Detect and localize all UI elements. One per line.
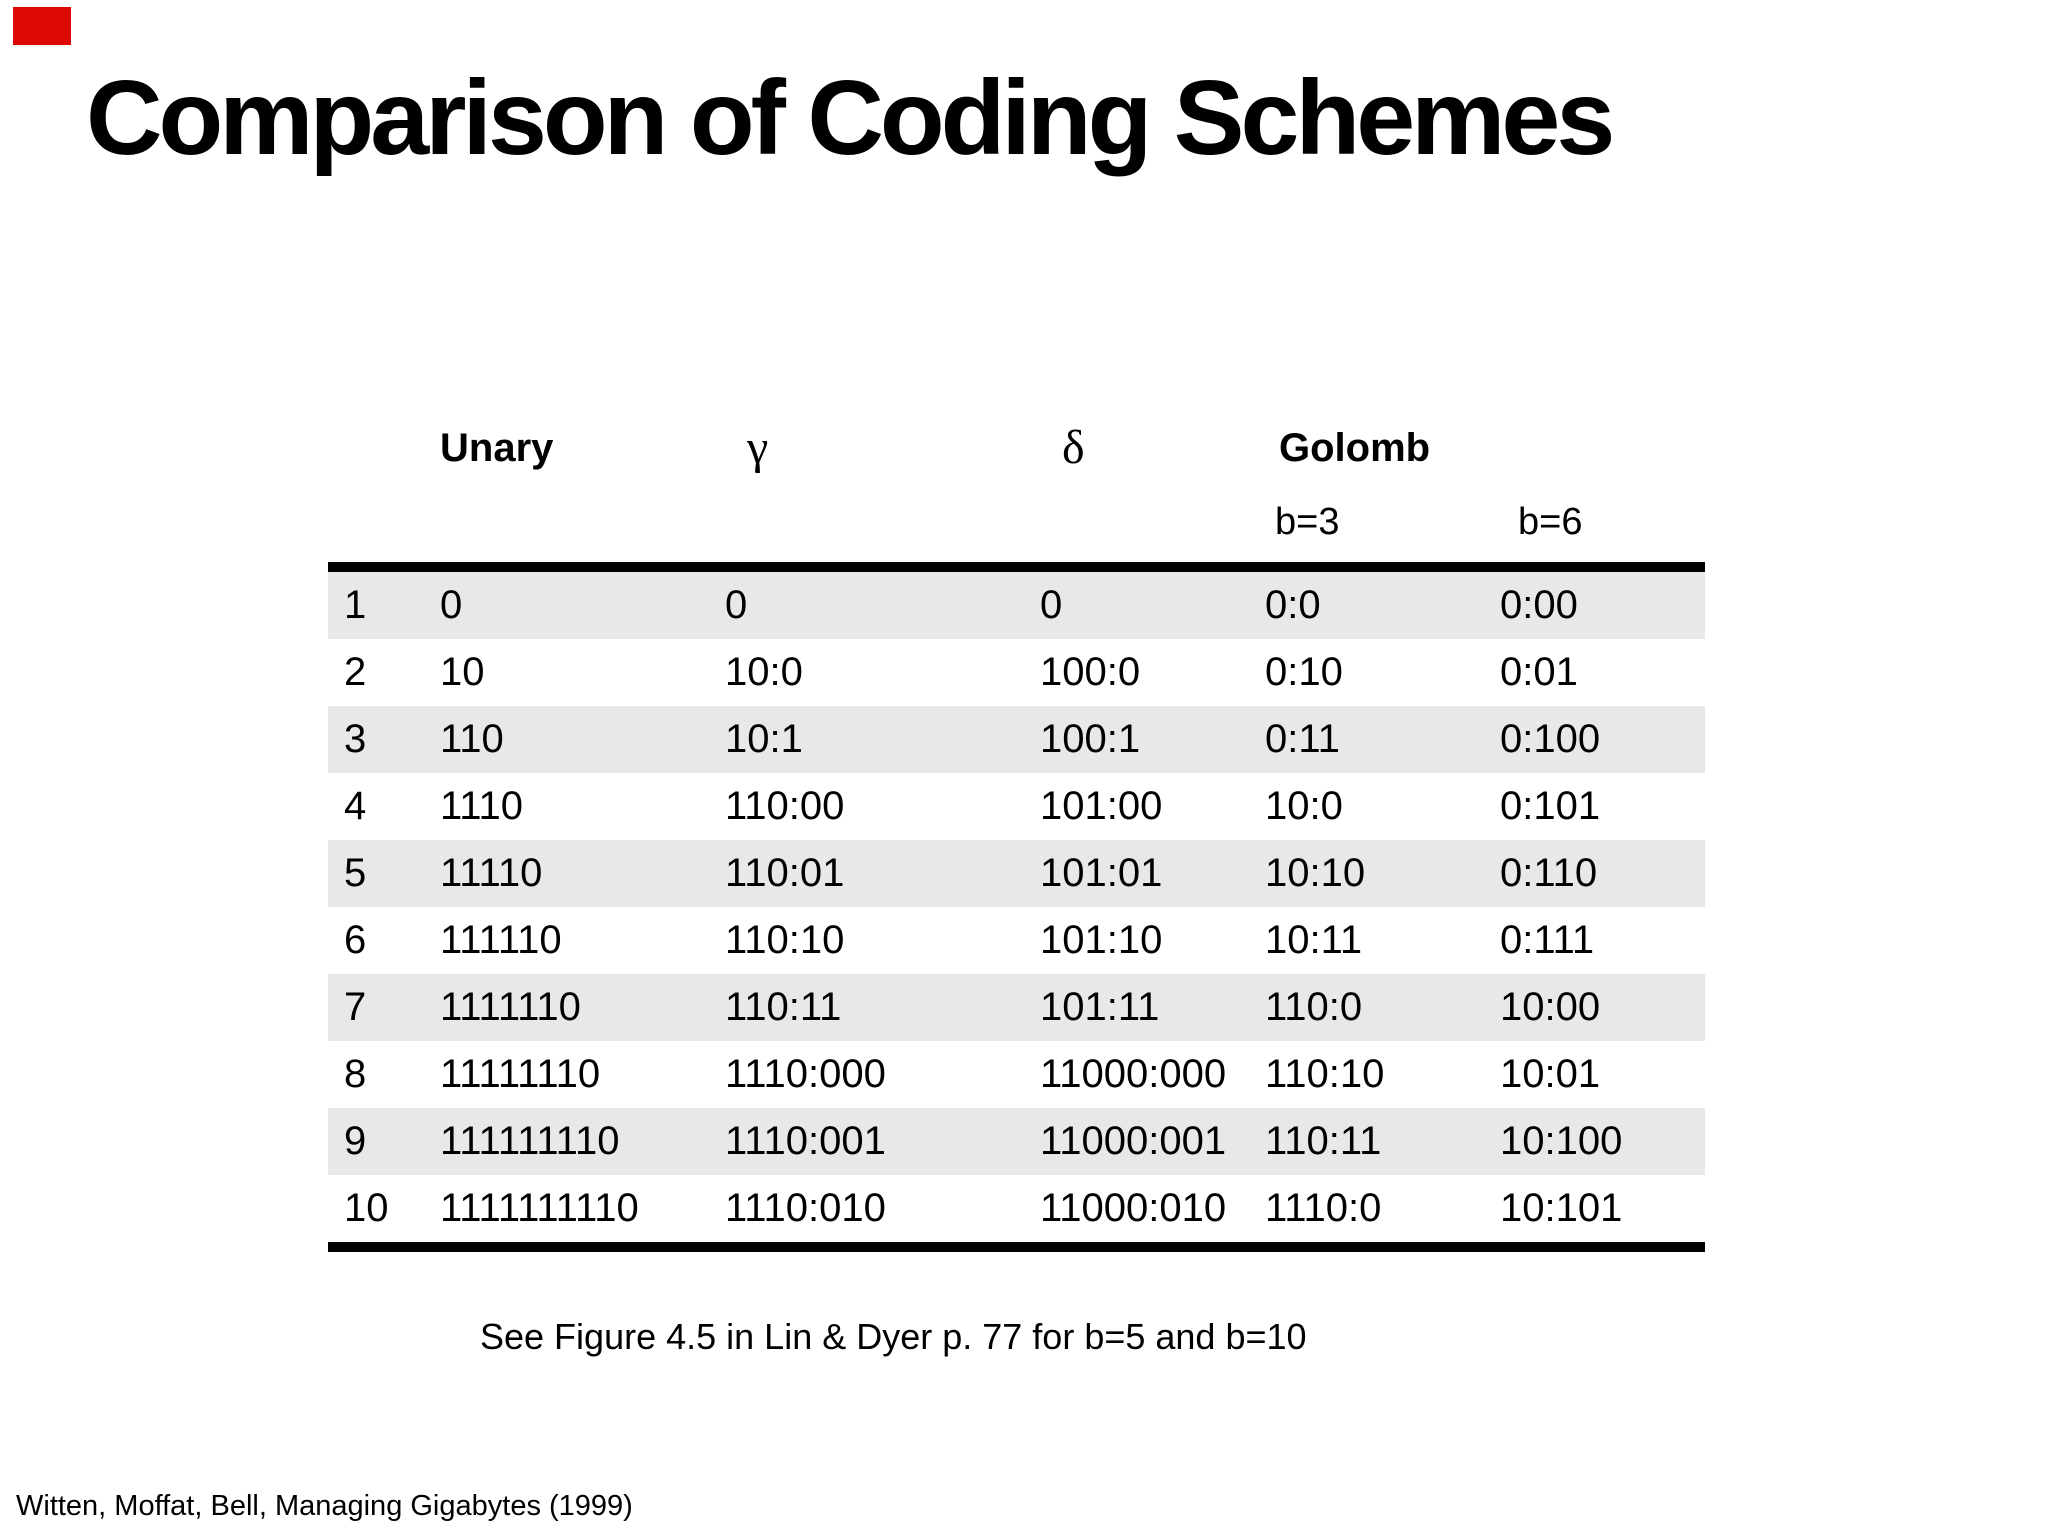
unary-code-cell: 10 (440, 650, 485, 694)
gamma-code-cell: 1110:001 (725, 1119, 886, 1163)
unary-code-cell: 111110 (440, 918, 562, 962)
row-number-cell: 1 (344, 583, 367, 627)
gamma-code-cell: 110:10 (725, 918, 845, 962)
golomb-b3-code-cell: 10:10 (1265, 851, 1366, 895)
delta-code-cell: 11000:010 (1040, 1186, 1227, 1230)
header-golomb: Golomb (1279, 426, 1431, 470)
table-header-row-1: Unary γ δ Golomb (328, 420, 1705, 476)
golomb-b6-code-cell: 0:110 (1500, 851, 1598, 895)
table-header-row-2: b=3 b=6 (328, 496, 1705, 548)
golomb-b6-code-cell: 0:111 (1500, 918, 1595, 962)
table-body: 1 0 0 0 0:0 0:00 2 10 10:0 100:0 0:10 0:… (328, 572, 1705, 1242)
delta-code-cell: 101:10 (1040, 918, 1163, 962)
golomb-b6-code-cell: 0:00 (1500, 583, 1578, 627)
golomb-b6-code-cell: 10:01 (1500, 1052, 1601, 1096)
gamma-code-cell: 110:11 (725, 985, 842, 1029)
golomb-b6-code-cell: 0:01 (1500, 650, 1578, 694)
gamma-code-cell: 1110:000 (725, 1052, 886, 1096)
unary-code-cell: 1110 (440, 784, 524, 828)
table-row: 3 110 10:1 100:1 0:11 0:100 (328, 706, 1705, 773)
table-row: 2 10 10:0 100:0 0:10 0:01 (328, 639, 1705, 706)
row-number-cell: 5 (344, 851, 367, 895)
golomb-b6-code-cell: 10:100 (1500, 1119, 1623, 1163)
delta-code-cell: 100:1 (1040, 717, 1141, 761)
row-number-cell: 9 (344, 1119, 367, 1163)
delta-code-cell: 101:01 (1040, 851, 1163, 895)
golomb-b3-code-cell: 110:11 (1265, 1119, 1382, 1163)
delta-code-cell: 101:11 (1040, 985, 1160, 1029)
figure-reference-note: See Figure 4.5 in Lin & Dyer p. 77 for b… (480, 1316, 1307, 1357)
red-corner-marker (13, 7, 71, 45)
gamma-code-cell: 110:00 (725, 784, 845, 828)
gamma-code-cell: 10:1 (725, 717, 803, 761)
header-delta: δ (1062, 421, 1085, 474)
table-row: 5 11110 110:01 101:01 10:10 0:110 (328, 840, 1705, 907)
row-number-cell: 8 (344, 1052, 367, 1096)
gamma-code-cell: 110:01 (725, 851, 845, 895)
table-row: 4 1110 110:00 101:00 10:0 0:101 (328, 773, 1705, 840)
table-row: 7 1111110 110:11 101:11 110:0 10:00 (328, 974, 1705, 1041)
table-row: 1 0 0 0 0:0 0:00 (328, 572, 1705, 639)
header-golomb-b6: b=6 (1518, 501, 1583, 543)
delta-code-cell: 11000:000 (1040, 1052, 1227, 1096)
header-spacer (1500, 420, 1705, 476)
gamma-code-cell: 0 (725, 583, 748, 627)
row-number-cell: 3 (344, 717, 367, 761)
row-number-cell: 10 (344, 1186, 389, 1230)
unary-code-cell: 110 (440, 717, 504, 761)
header-unary: Unary (440, 426, 554, 470)
golomb-b3-code-cell: 0:11 (1265, 717, 1340, 761)
table-top-rule (328, 562, 1705, 572)
golomb-b3-code-cell: 0:10 (1265, 650, 1343, 694)
unary-code-cell: 11111110 (440, 1052, 601, 1096)
golomb-b3-code-cell: 10:0 (1265, 784, 1343, 828)
golomb-b3-code-cell: 110:0 (1265, 985, 1363, 1029)
gamma-code-cell: 1110:010 (725, 1186, 886, 1230)
delta-code-cell: 0 (1040, 583, 1063, 627)
unary-code-cell: 1111110 (440, 985, 581, 1029)
golomb-b3-code-cell: 1110:0 (1265, 1186, 1382, 1230)
table-row: 8 11111110 1110:000 11000:000 110:10 10:… (328, 1041, 1705, 1108)
row-number-cell: 4 (344, 784, 367, 828)
table-row: 9 111111110 1110:001 11000:001 110:11 10… (328, 1108, 1705, 1175)
golomb-b3-code-cell: 110:10 (1265, 1052, 1385, 1096)
header-spacer (1040, 496, 1265, 548)
golomb-b6-code-cell: 0:100 (1500, 717, 1601, 761)
table-row: 10 1111111110 1110:010 11000:010 1110:0 … (328, 1175, 1705, 1242)
header-spacer (725, 496, 1040, 548)
table-bottom-rule (328, 1242, 1705, 1252)
unary-code-cell: 0 (440, 583, 463, 627)
unary-code-cell: 11110 (440, 851, 543, 895)
row-number-cell: 2 (344, 650, 367, 694)
unary-code-cell: 1111111110 (440, 1186, 639, 1230)
table-row: 6 111110 110:10 101:10 10:11 0:111 (328, 907, 1705, 974)
unary-code-cell: 111111110 (440, 1119, 620, 1163)
header-spacer (440, 496, 725, 548)
gamma-code-cell: 10:0 (725, 650, 803, 694)
golomb-b3-code-cell: 10:11 (1265, 918, 1363, 962)
golomb-b3-code-cell: 0:0 (1265, 583, 1321, 627)
row-number-cell: 6 (344, 918, 367, 962)
golomb-b6-code-cell: 10:101 (1500, 1186, 1623, 1230)
header-spacer (328, 496, 440, 548)
row-number-cell: 7 (344, 985, 367, 1029)
header-spacer (328, 420, 440, 476)
delta-code-cell: 11000:001 (1040, 1119, 1227, 1163)
slide-title: Comparison of Coding Schemes (86, 59, 1615, 177)
header-golomb-b3: b=3 (1275, 501, 1340, 543)
header-gamma: γ (747, 421, 769, 474)
delta-code-cell: 101:00 (1040, 784, 1163, 828)
citation-footer: Witten, Moffat, Bell, Managing Gigabytes… (16, 1490, 633, 1522)
delta-code-cell: 100:0 (1040, 650, 1141, 694)
golomb-b6-code-cell: 10:00 (1500, 985, 1601, 1029)
golomb-b6-code-cell: 0:101 (1500, 784, 1601, 828)
